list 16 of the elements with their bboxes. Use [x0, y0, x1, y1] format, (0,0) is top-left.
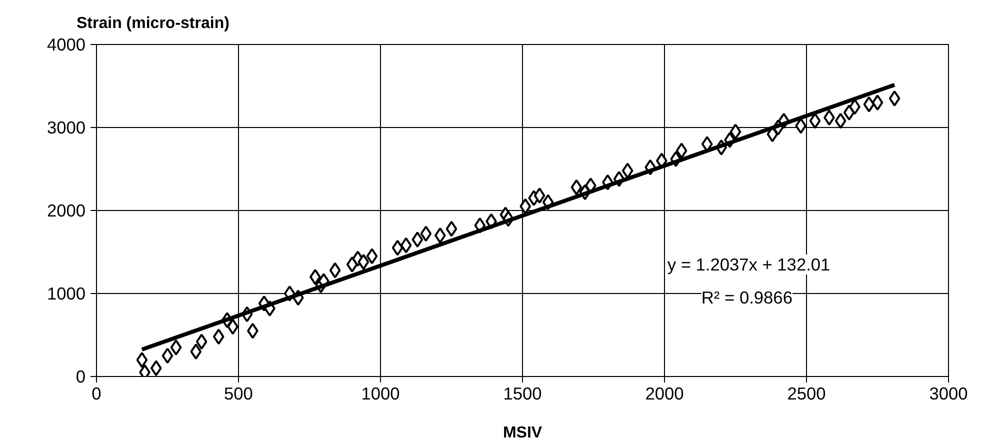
y-tick-label: 1000 — [46, 284, 86, 304]
y-tick-label: 3000 — [46, 118, 86, 138]
y-tick-label: 4000 — [46, 34, 86, 54]
annotation: y = 1.2037x + 132.01 — [667, 254, 830, 274]
y-tick-label: 2000 — [46, 200, 86, 220]
x-tick-label: 2500 — [787, 384, 826, 404]
x-tick-label: 3000 — [929, 384, 968, 404]
x-tick-label: 2000 — [645, 384, 684, 404]
y-axis-title: Strain (micro-strain) — [76, 15, 230, 32]
y-tick-label: 0 — [76, 366, 86, 386]
x-tick-label: 500 — [224, 384, 253, 404]
x-tick-label: 1500 — [503, 384, 542, 404]
x-tick-label: 0 — [92, 384, 102, 404]
x-tick-label: 1000 — [361, 384, 400, 404]
x-axis-title: MSIV — [502, 424, 542, 442]
annotation: R² = 0.9866 — [701, 288, 792, 308]
